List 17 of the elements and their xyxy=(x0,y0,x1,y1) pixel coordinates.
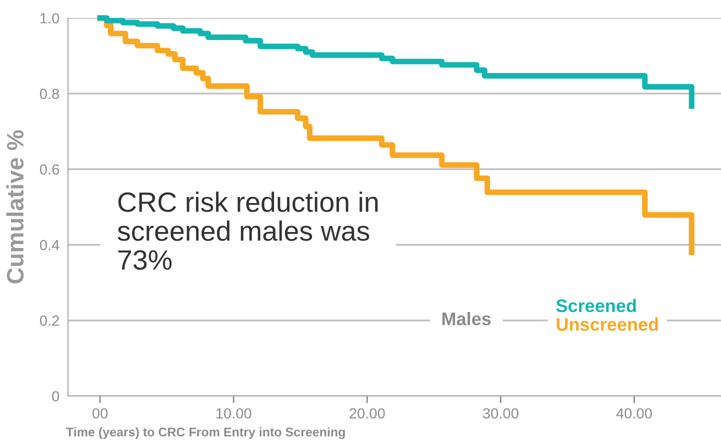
text: Unscreened xyxy=(556,318,658,331)
annotation: CRC risk reduction in screened males was 73% xyxy=(118,192,378,270)
x-tick-label: 10.00 xyxy=(216,408,252,419)
y-tick-label: 0 xyxy=(52,391,60,402)
y-tick-label: 0.2 xyxy=(40,316,59,326)
annotation: Males xyxy=(442,312,491,326)
x-tick-label: 00 xyxy=(92,408,108,419)
y-axis-title: Cumulative % xyxy=(6,130,24,284)
x-tick-label: 30.00 xyxy=(482,408,518,419)
text: Screened xyxy=(556,298,636,312)
x-tick-label: 20.00 xyxy=(350,408,385,419)
y-tick-label: 1.0 xyxy=(40,13,60,24)
y-tick-label: 0.4 xyxy=(40,240,60,250)
x-axis-title: Time (years) to CRC From Entry into Screening xyxy=(66,427,345,439)
y-tick-label: 0.6 xyxy=(40,164,60,175)
x-tick-label: 40.00 xyxy=(616,408,652,419)
y-tick-label: 0.8 xyxy=(40,88,60,100)
